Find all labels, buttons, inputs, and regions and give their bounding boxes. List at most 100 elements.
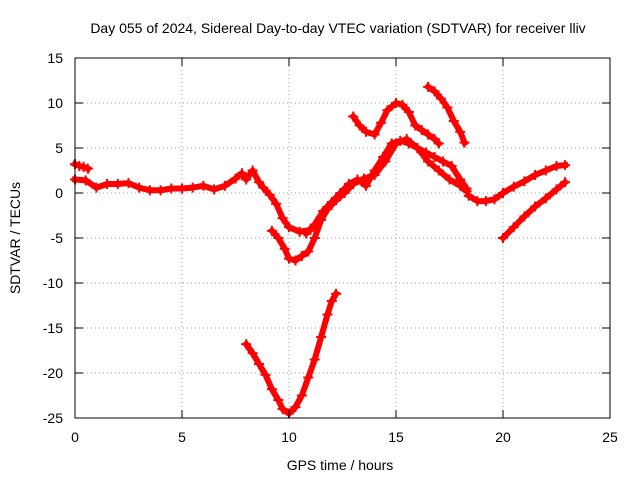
data-point [391, 98, 401, 108]
data-point [102, 179, 113, 189]
data-point [309, 219, 320, 230]
data-point [459, 137, 470, 148]
data-point [530, 201, 541, 212]
data-point [318, 206, 329, 216]
data-point [316, 332, 327, 342]
data-point [560, 160, 571, 171]
data-point [519, 176, 530, 187]
data-point [472, 196, 483, 207]
y-tick-label: -15 [43, 320, 63, 336]
data-point [448, 116, 459, 126]
data-point [433, 138, 444, 149]
data-point [166, 183, 177, 194]
data-point [80, 175, 91, 186]
y-tick-label: 10 [47, 95, 63, 111]
data-point [463, 190, 474, 201]
data-point [369, 129, 380, 140]
data-point [296, 251, 307, 261]
data-point [266, 384, 277, 395]
data-point [335, 188, 346, 198]
x-tick-label: 20 [495, 429, 511, 445]
data-point [309, 354, 320, 365]
data-point [155, 185, 166, 196]
data-point [254, 177, 265, 188]
data-point [266, 225, 277, 236]
y-tick-label: 15 [47, 50, 63, 66]
data-point [354, 120, 365, 131]
data-point [519, 211, 530, 222]
y-tick-label: -5 [51, 230, 64, 246]
data-point [290, 255, 301, 266]
data-point [296, 390, 307, 401]
data-point [423, 81, 434, 92]
y-tick-label: -25 [43, 410, 63, 426]
data-point [361, 180, 372, 191]
data-point [508, 181, 519, 192]
data-point [444, 174, 455, 185]
data-point [423, 129, 434, 140]
x-tick-label: 15 [388, 429, 404, 445]
data-point [264, 189, 275, 200]
data-marks [70, 81, 571, 419]
data-point [273, 233, 284, 243]
data-point [112, 179, 123, 189]
data-point [326, 197, 337, 207]
data-point [236, 168, 247, 179]
data-point [241, 339, 252, 350]
data-point [403, 138, 414, 149]
data-point [284, 222, 294, 233]
data-point [331, 288, 342, 299]
data-point [198, 180, 209, 191]
series-track-4 [349, 100, 444, 148]
data-point [455, 126, 466, 137]
data-point [508, 222, 519, 233]
series-track-3 [301, 137, 471, 238]
data-point [369, 165, 380, 176]
data-point [446, 161, 457, 171]
chart-title: Day 055 of 2024, Sidereal Day-to-day VTE… [90, 20, 585, 36]
data-point [352, 174, 363, 185]
data-point [271, 198, 282, 209]
data-point [489, 194, 500, 205]
grid-lines [75, 58, 610, 418]
axis-ticks: 0 5 10 15 20 25 15 10 5 0 -5 -10 -15 -20 -25 [43, 50, 618, 445]
data-point [303, 246, 314, 257]
data-point [219, 180, 230, 191]
data-point [397, 99, 408, 110]
data-point [498, 233, 508, 243]
x-tick-label: 10 [281, 429, 297, 445]
x-tick-label: 0 [71, 429, 79, 445]
data-point [258, 182, 269, 193]
data-point [294, 226, 305, 237]
data-point [551, 184, 562, 195]
data-point [429, 86, 440, 97]
y-tick-label: 5 [55, 140, 63, 156]
y-axis-label: SDTVAR / TECUs [7, 182, 23, 294]
data-point [480, 196, 491, 207]
data-point [247, 165, 258, 176]
data-point [378, 152, 389, 162]
y-tick-label: -10 [43, 275, 63, 291]
data-point [423, 156, 434, 167]
data-point [530, 170, 541, 180]
data-point [247, 348, 258, 359]
data-point [461, 183, 472, 194]
data-point [134, 182, 145, 193]
data-point [241, 174, 252, 185]
x-tick-label: 5 [178, 429, 186, 445]
data-point [551, 161, 562, 171]
data-point [403, 107, 414, 117]
y-tick-label: -20 [43, 365, 63, 381]
data-point [209, 184, 220, 195]
data-point [361, 126, 372, 137]
data-point [540, 193, 551, 204]
data-point [412, 143, 423, 153]
data-point [322, 309, 333, 320]
data-point [410, 120, 421, 131]
data-point [540, 165, 551, 176]
data-point [395, 135, 406, 146]
data-point [177, 183, 187, 194]
data-point [382, 105, 393, 116]
data-point [498, 188, 508, 198]
